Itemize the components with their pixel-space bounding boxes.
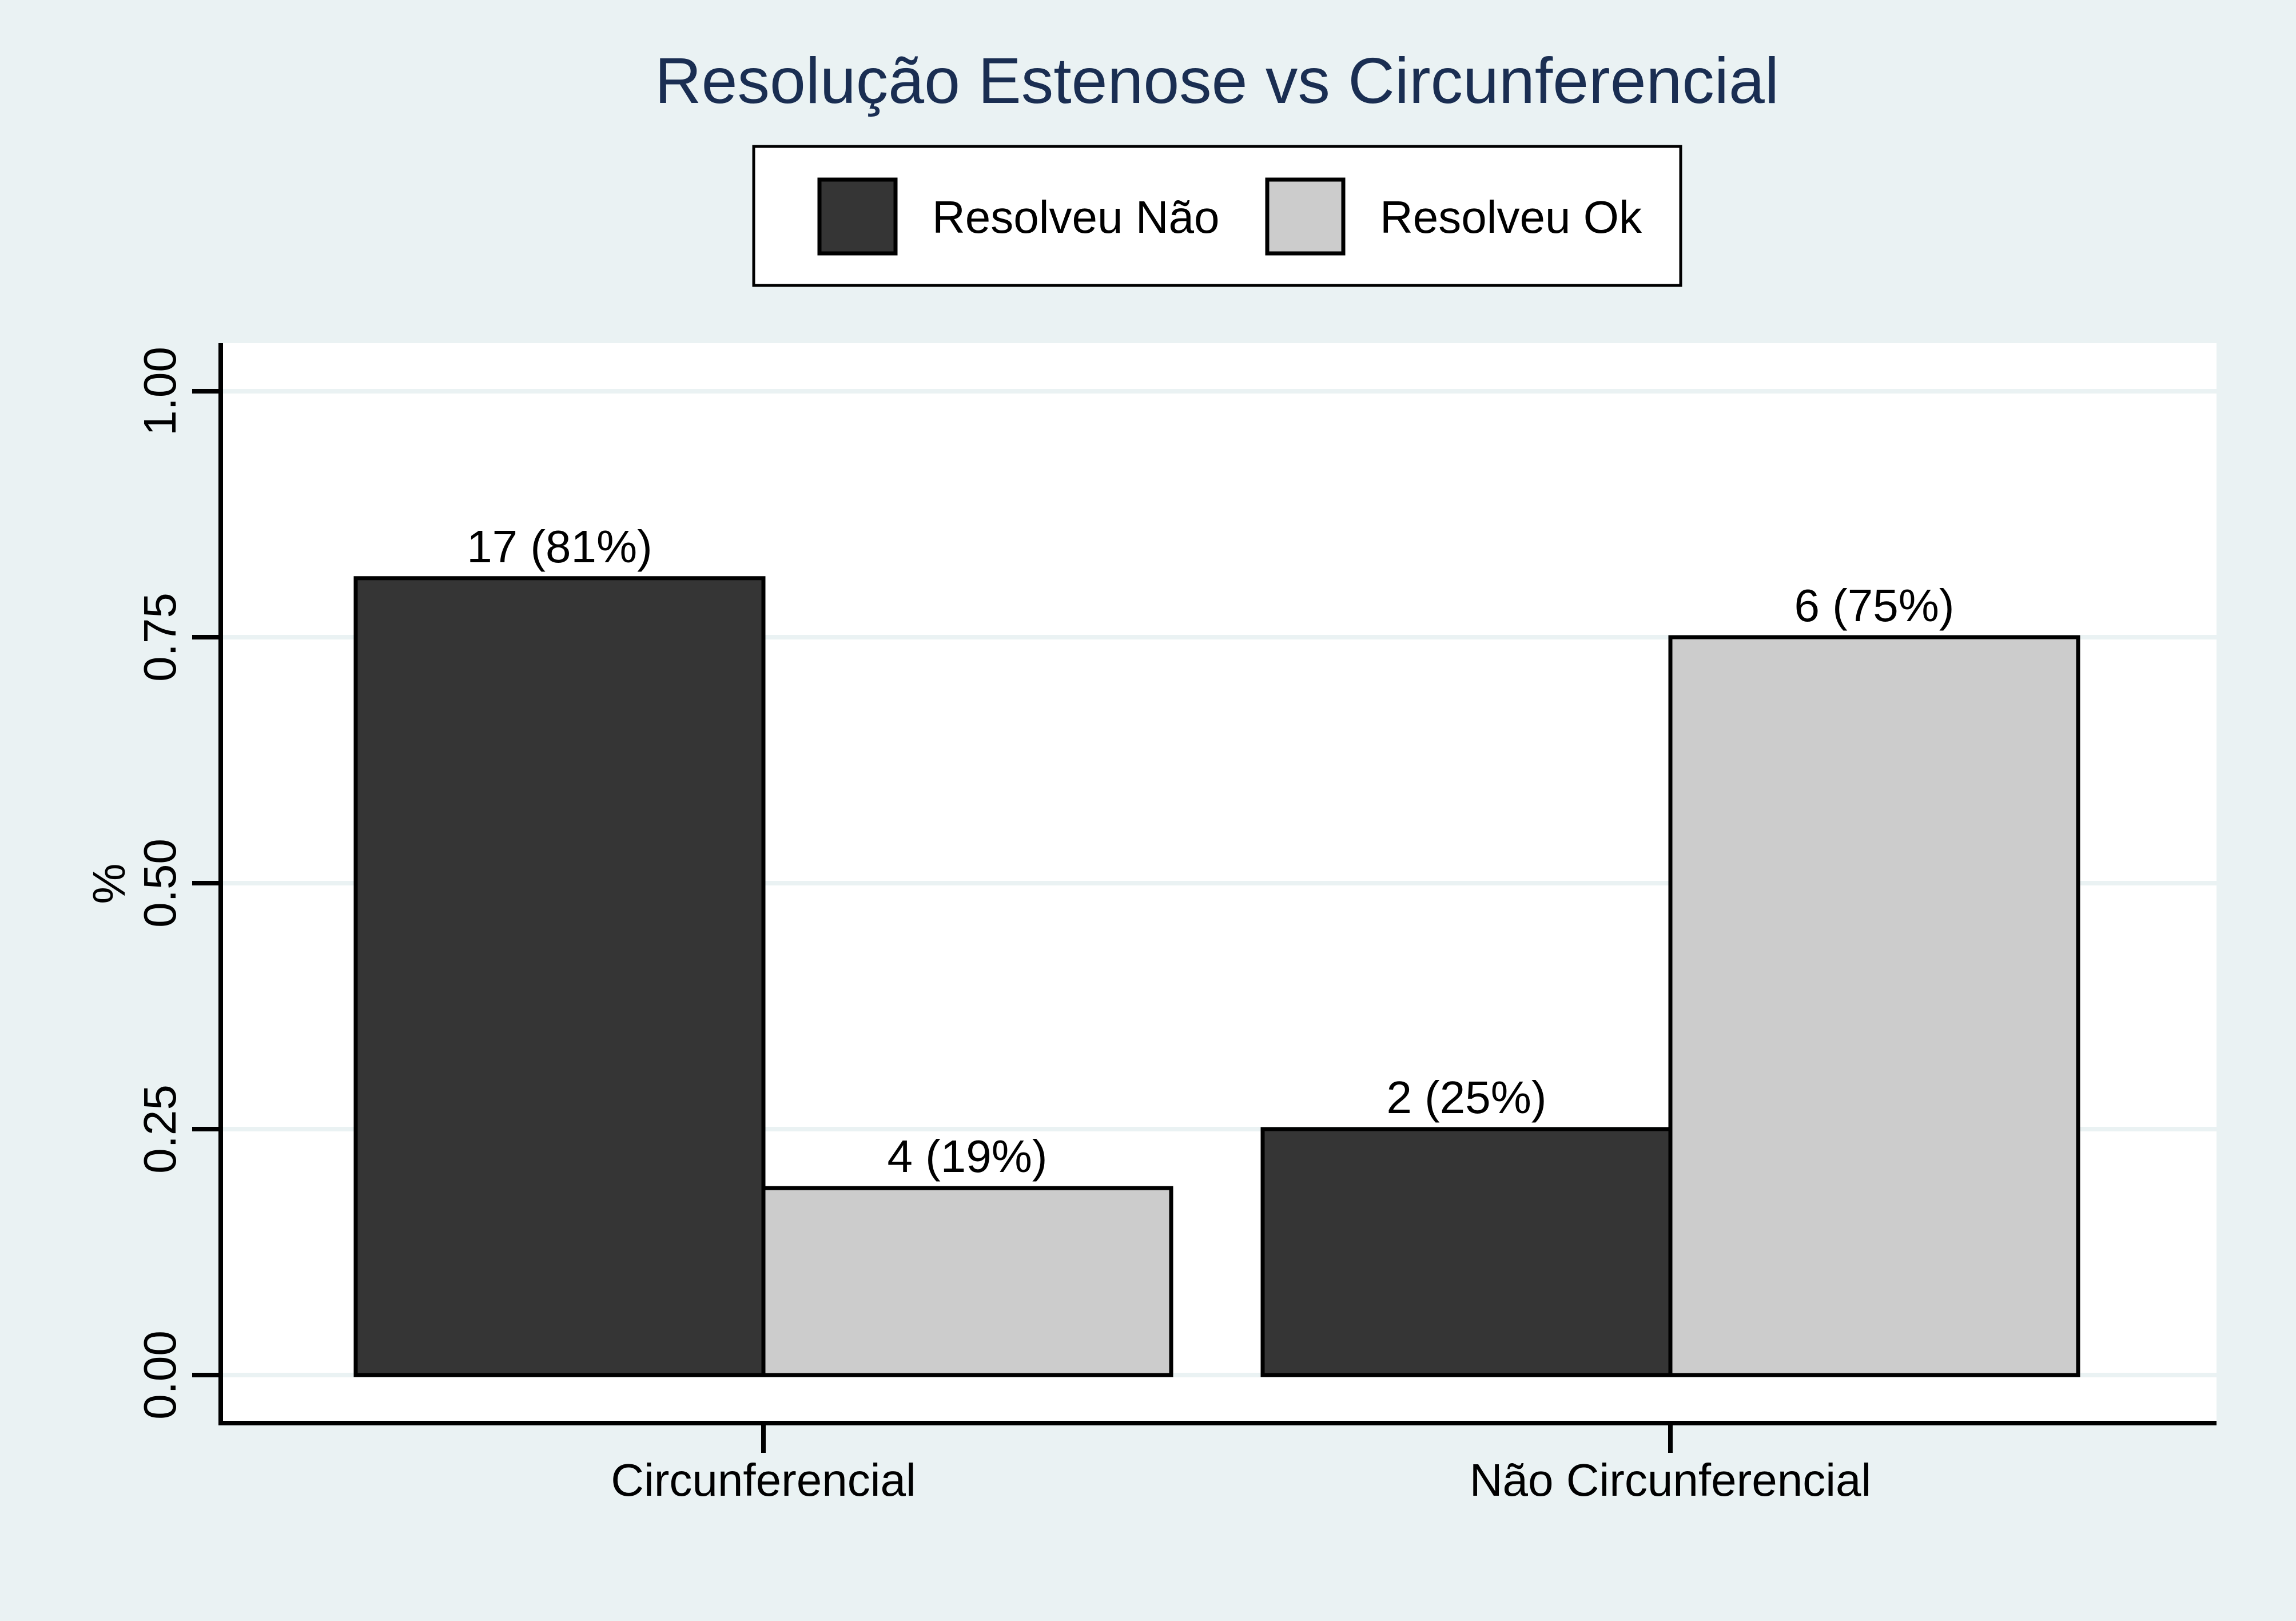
bar bbox=[1260, 1127, 1673, 1377]
bars: 17 (81%) 4 (19%) 2 (25%) 6 (75%) bbox=[353, 521, 2080, 1377]
chart-title: Resolução Estenose vs Circunferencial bbox=[655, 45, 1779, 117]
y-tick-label: 0.75 bbox=[134, 593, 185, 682]
legend-label-resolveu-ok: Resolveu Ok bbox=[1380, 192, 1642, 243]
bar bbox=[1668, 635, 2080, 1377]
y-tick-label: 0.25 bbox=[134, 1084, 185, 1174]
y-tick-label: 0.00 bbox=[134, 1330, 185, 1420]
y-tick-label: 0.50 bbox=[134, 839, 185, 928]
legend-box bbox=[752, 145, 1682, 287]
x-axis-ticks: Circunferencial Não Circunferencial bbox=[611, 1423, 1871, 1505]
legend-swatch-resolveu-ok bbox=[1265, 177, 1346, 256]
data-label: 6 (75%) bbox=[1794, 580, 1954, 631]
legend-label-resolveu-nao: Resolveu Não bbox=[932, 192, 1220, 243]
y-axis-ticks: 0.00 0.25 0.50 0.75 1.00 bbox=[134, 347, 221, 1420]
data-label: 4 (19%) bbox=[887, 1131, 1047, 1182]
bar bbox=[353, 576, 766, 1377]
x-tick-label: Circunferencial bbox=[611, 1455, 916, 1505]
legend: Resolveu Não Resolveu Ok bbox=[752, 145, 1682, 287]
legend-swatch-resolveu-nao bbox=[817, 177, 898, 256]
x-tick-label: Não Circunferencial bbox=[1470, 1455, 1872, 1505]
bar bbox=[761, 1186, 1173, 1377]
data-label: 2 (25%) bbox=[1386, 1072, 1546, 1123]
y-tick-label: 1.00 bbox=[134, 347, 185, 436]
data-label: 17 (81%) bbox=[467, 521, 652, 572]
y-axis-label: % bbox=[83, 863, 134, 904]
